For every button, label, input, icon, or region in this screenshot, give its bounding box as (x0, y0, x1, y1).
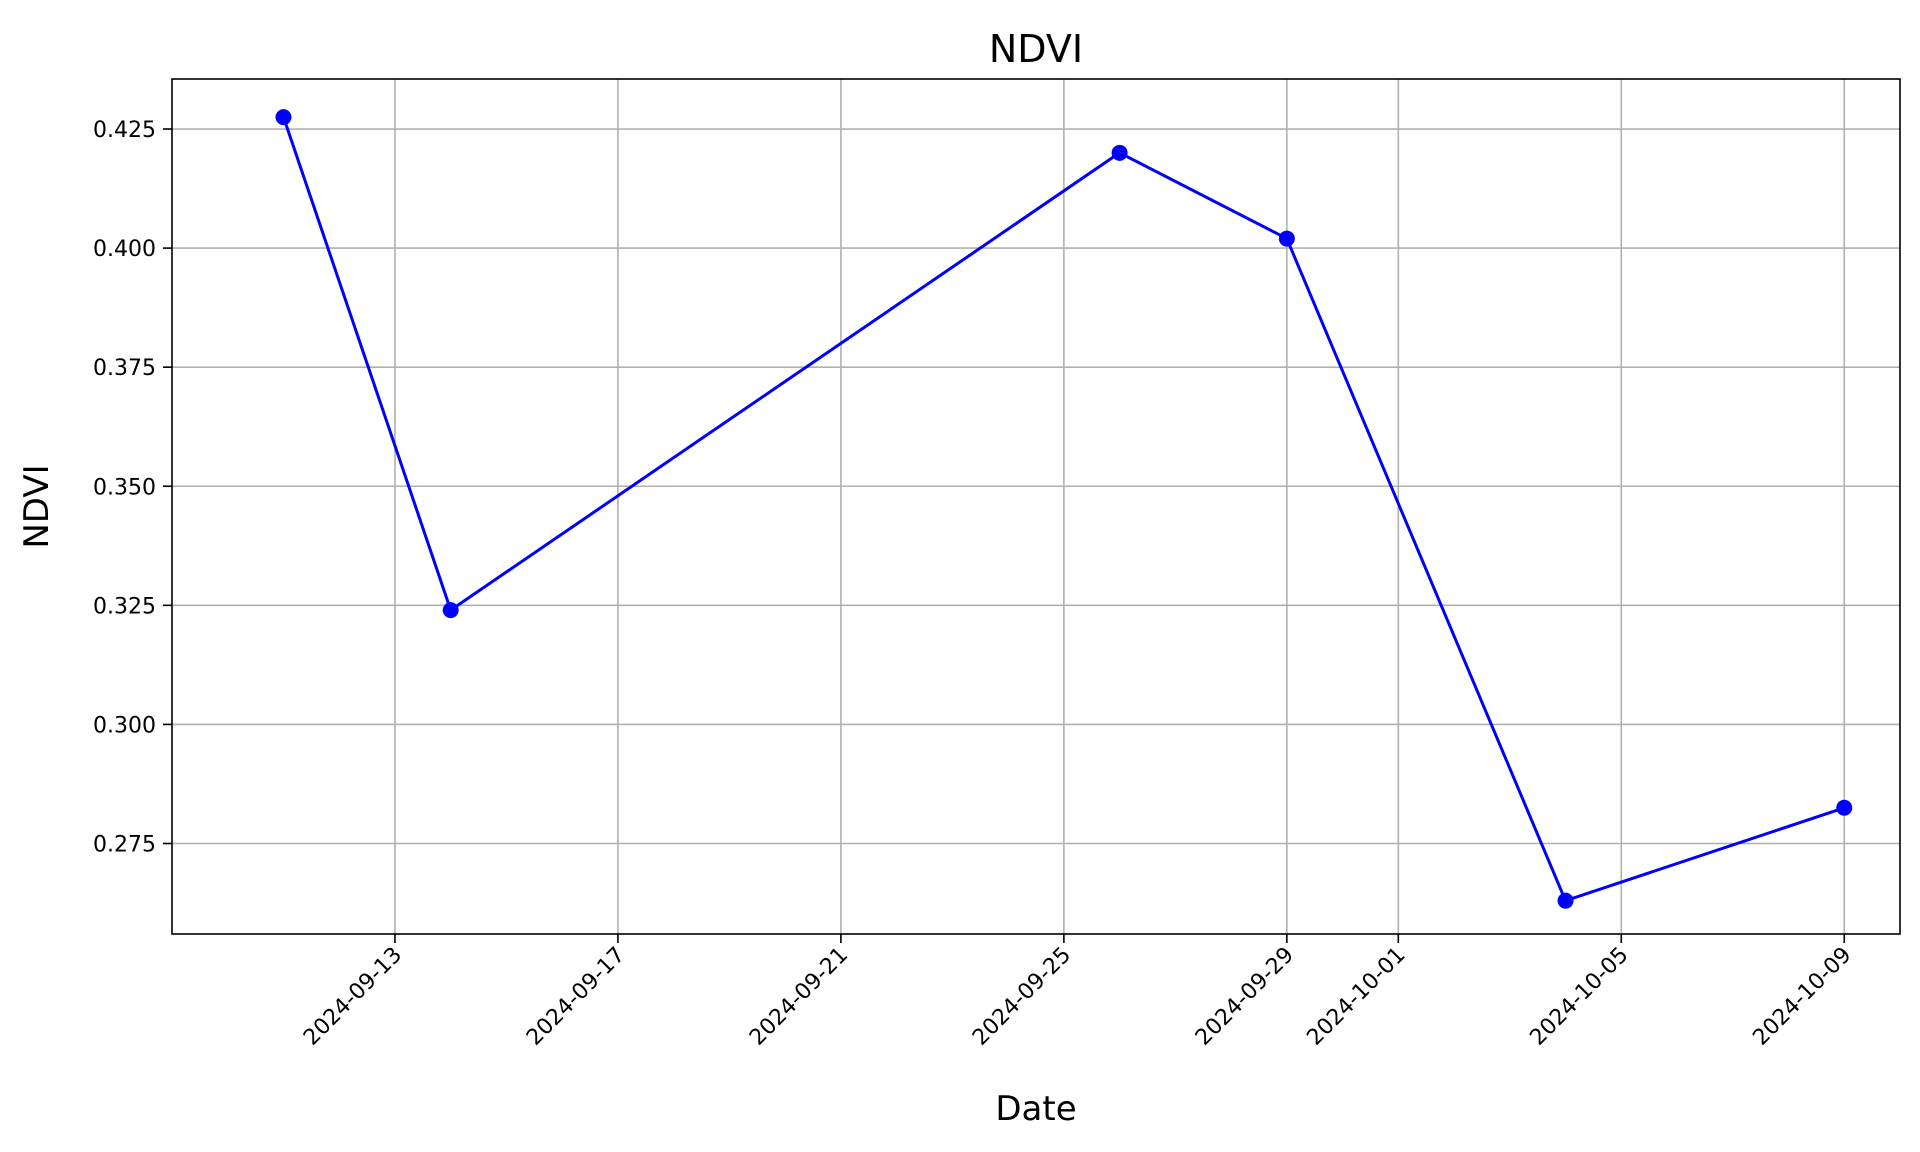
x-axis-title: Date (995, 1089, 1076, 1129)
y-tick-label: 0.275 (93, 832, 156, 857)
data-point (275, 109, 292, 126)
plot-frame (171, 78, 1901, 935)
series-line (282, 116, 1845, 903)
data-point (1557, 892, 1574, 909)
y-tick-label: 0.325 (93, 594, 156, 619)
series-layer (275, 109, 1853, 909)
data-point (442, 602, 459, 619)
y-tick-label: 0.350 (93, 475, 156, 500)
y-tick-label: 0.400 (93, 237, 156, 262)
data-point (1836, 799, 1853, 816)
chart-title: NDVI (989, 27, 1083, 71)
data-point (1278, 230, 1295, 247)
y-tick-label: 0.300 (93, 713, 156, 738)
data-point (1111, 144, 1128, 161)
y-tick-label: 0.425 (93, 118, 156, 143)
y-axis-title: NDVI (17, 464, 57, 548)
y-tick-label: 0.375 (93, 356, 156, 381)
